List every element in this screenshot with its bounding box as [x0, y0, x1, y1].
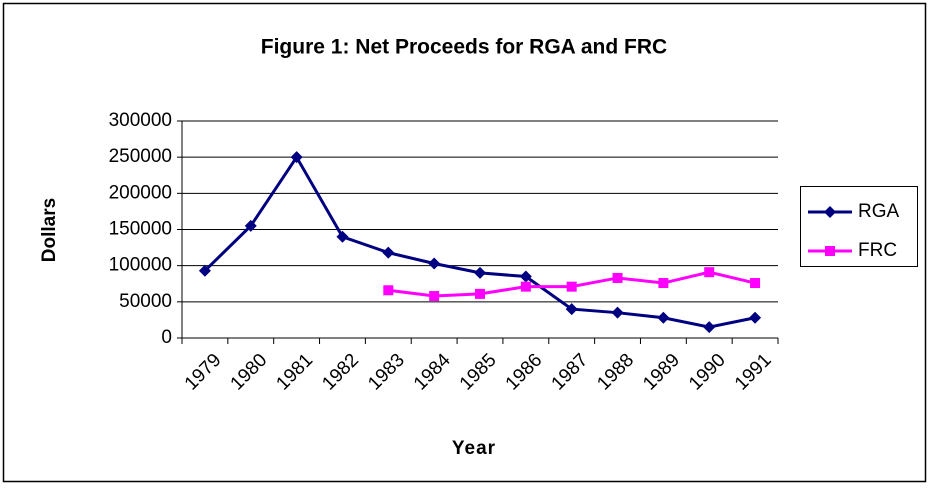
data-point [475, 288, 485, 299]
data-point [749, 311, 762, 324]
data-point [198, 264, 211, 277]
legend-marker [825, 246, 835, 256]
data-point [612, 272, 623, 283]
chart-title: Figure 1: Net Proceeds for RGA and FRC [261, 36, 667, 59]
data-point [519, 270, 532, 283]
data-point [520, 281, 531, 292]
data-point [566, 281, 577, 292]
data-point [657, 311, 670, 324]
data-point [704, 267, 715, 278]
data-point [382, 246, 395, 259]
y-axis-label: Dollars [39, 198, 60, 262]
data-point [703, 321, 716, 334]
x-axis-label: Year [452, 438, 496, 459]
data-point [429, 291, 440, 302]
data-point [565, 303, 578, 316]
data-point [336, 230, 349, 243]
data-point [611, 306, 624, 319]
y-tick-label: 300000 [109, 110, 172, 131]
legend-label: RGA [858, 201, 900, 222]
y-tick-label: 150000 [109, 219, 172, 240]
data-point [474, 266, 486, 279]
data-point [244, 219, 257, 232]
data-point [383, 285, 394, 296]
legend-label: FRC [858, 240, 897, 261]
legend-marker [824, 206, 836, 218]
y-tick-label: 50000 [119, 291, 172, 312]
data-point [428, 257, 441, 270]
y-tick-label: 100000 [109, 255, 172, 276]
data-point [750, 278, 761, 289]
y-tick-label: 200000 [109, 182, 172, 203]
legend-box [800, 186, 918, 267]
data-point [290, 151, 303, 164]
data-point [658, 278, 669, 289]
y-tick-label: 0 [161, 327, 172, 348]
y-tick-label: 250000 [109, 146, 172, 167]
